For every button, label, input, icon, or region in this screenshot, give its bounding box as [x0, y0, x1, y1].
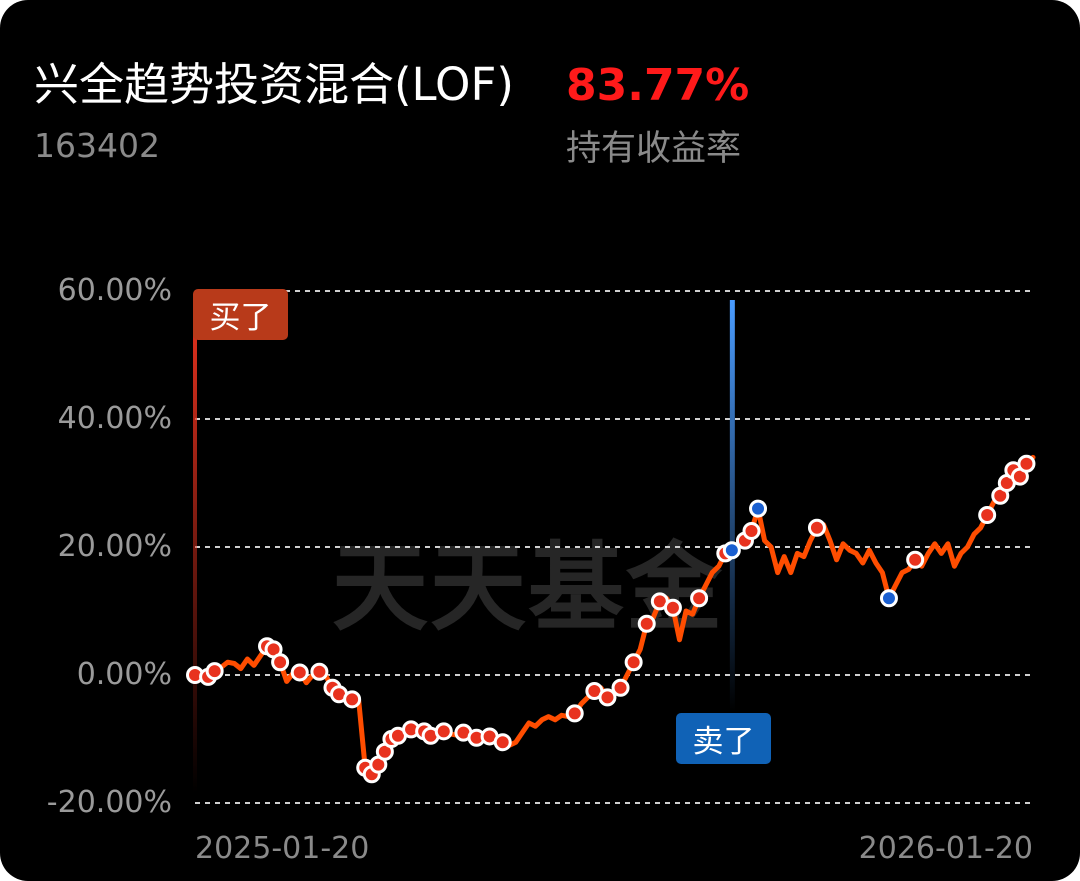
- buy-point: [978, 506, 997, 524]
- buy-point: [434, 722, 453, 741]
- buy-point: [271, 653, 290, 672]
- buy-point: [290, 663, 309, 682]
- y-tick-label: 40.00%: [57, 401, 172, 436]
- buy-point: [493, 733, 512, 752]
- buy-point: [565, 704, 584, 723]
- buy-marker-badge: 买了: [193, 289, 288, 340]
- y-tick-label: -20.00%: [46, 785, 172, 820]
- buy-point: [906, 550, 925, 569]
- x-tick-label: 2025-01-20: [195, 831, 370, 866]
- holding-return-value: 83.77%: [566, 60, 750, 111]
- watermark-text: 天天基金: [332, 532, 724, 644]
- buy-point: [663, 598, 682, 617]
- sell-point: [879, 589, 898, 608]
- buy-point: [343, 690, 362, 709]
- buy-point: [807, 518, 826, 537]
- sell-marker-line: [729, 300, 735, 712]
- sell-point: [749, 499, 768, 518]
- buy-point: [598, 688, 617, 707]
- buy-point: [205, 662, 224, 681]
- buy-point: [742, 522, 761, 540]
- buy-marker-line: [193, 300, 197, 793]
- fund-name: 兴全趋势投资混合(LOF): [34, 58, 514, 111]
- buy-point: [310, 662, 329, 681]
- buy-point: [1017, 454, 1036, 473]
- buy-point: [637, 614, 656, 633]
- return-series-line: [192, 454, 1036, 777]
- buy-point: [690, 589, 709, 608]
- y-tick-label: 60.00%: [57, 273, 172, 308]
- sell-point: [722, 541, 741, 560]
- holding-return-label: 持有收益率: [566, 129, 742, 169]
- y-tick-label: 20.00%: [57, 529, 172, 564]
- buy-point: [624, 653, 643, 672]
- sell-marker-badge: 卖了: [676, 713, 771, 764]
- y-tick-label: 0.00%: [76, 657, 172, 692]
- x-tick-label: 2026-01-20: [858, 831, 1033, 866]
- buy-point: [611, 678, 630, 697]
- fund-code: 163402: [34, 126, 160, 165]
